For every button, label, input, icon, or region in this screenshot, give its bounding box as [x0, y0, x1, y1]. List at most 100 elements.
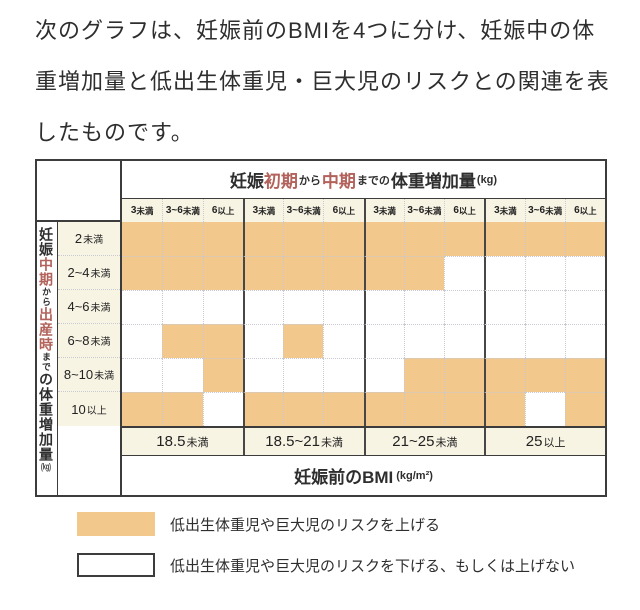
- row-label: 6~8 未満: [58, 324, 120, 358]
- subcol-label-value: 6: [332, 205, 339, 216]
- risk-cell-up: [363, 392, 404, 426]
- legend-swatch-risk-up: [77, 512, 155, 536]
- subcol-label: 3~6 未満: [524, 199, 565, 222]
- risk-cell-up: [564, 358, 605, 392]
- risk-cell-neutral: [122, 358, 163, 392]
- left-axis-title-part: の: [38, 372, 54, 387]
- left-axis-title-part: まで: [41, 352, 51, 372]
- subcol-label: 3 未満: [363, 199, 404, 222]
- risk-cell-up: [484, 392, 525, 426]
- risk-cell-up: [283, 324, 324, 358]
- risk-cell-neutral: [242, 358, 283, 392]
- risk-cell-up: [363, 256, 404, 290]
- risk-cell-up: [444, 392, 485, 426]
- subcol-label-suffix: 以上: [579, 205, 597, 216]
- row-label-suffix: 未満: [90, 269, 111, 280]
- risk-cell-up: [122, 222, 163, 256]
- risk-cell-neutral: [403, 290, 444, 324]
- subcol-label-suffix: 未満: [182, 205, 200, 216]
- risk-cell-up: [403, 256, 444, 290]
- bmi-group-value: 18.5: [156, 433, 186, 450]
- risk-cell-neutral: [162, 358, 203, 392]
- row-label-value: 6~8: [67, 333, 90, 348]
- risk-cell-neutral: [484, 290, 525, 324]
- subcol-label-value: 3: [494, 205, 500, 216]
- row-label-value: 8~10: [63, 367, 94, 382]
- subcol-label: 3 未満: [484, 199, 524, 222]
- top-axis-subcolumns: 3 未満 3~6 未満 6 以上 3 未満 3~6 未満 6 以上 3 未満 3~6 未満 6 以上 3 未満 3~6 未…: [122, 199, 605, 224]
- row-label: 2~4 未満: [58, 256, 120, 290]
- risk-cell-neutral: [202, 290, 243, 324]
- row-label-suffix: 未満: [90, 303, 111, 314]
- subcol-label: 6 以上: [323, 199, 363, 222]
- risk-cell-up: [403, 392, 444, 426]
- top-axis-title-part: (kg): [476, 173, 498, 186]
- subcol-label-suffix: 以上: [458, 205, 476, 216]
- subcol-label-suffix: 未満: [545, 205, 563, 216]
- row-label-value: 2: [74, 231, 83, 246]
- risk-cell-up: [202, 324, 243, 358]
- bmi-group-value: 21~25: [392, 433, 435, 450]
- subcol-label-suffix: 未満: [499, 205, 517, 216]
- row-label-value: 10: [71, 401, 86, 417]
- row-label-value: 2~4: [67, 265, 90, 280]
- risk-cell-neutral: [524, 392, 565, 426]
- risk-cell-neutral: [564, 290, 605, 324]
- subcol-label: 3 未満: [122, 199, 162, 222]
- risk-cell-up: [202, 358, 243, 392]
- subcol-label-suffix: 未満: [303, 205, 321, 216]
- top-axis-title-part: から: [298, 174, 321, 187]
- subcol-label-suffix: 以上: [217, 205, 235, 216]
- risk-cell-up: [162, 256, 203, 290]
- subcol-label: 3 未満: [242, 199, 283, 222]
- risk-grid: [122, 222, 605, 426]
- bmi-group-suffix: 未満: [186, 436, 209, 449]
- subcol-label-suffix: 未満: [378, 205, 396, 216]
- intro-line-1: 次のグラフは、妊娠前のBMIを4つに分け、妊娠中の体: [35, 18, 596, 43]
- risk-cell-neutral: [524, 290, 565, 324]
- risk-cell-up: [283, 222, 324, 256]
- risk-cell-up: [403, 358, 444, 392]
- risk-cell-neutral: [564, 256, 605, 290]
- risk-cell-neutral: [122, 290, 163, 324]
- risk-cell-neutral: [524, 324, 565, 358]
- subcol-label-value: 3~6: [286, 205, 304, 216]
- risk-cell-up: [403, 222, 444, 256]
- subcol-label: 3~6 未満: [162, 199, 202, 222]
- legend-label: 低出生体重児や巨大児のリスクを下げる、もしくは上げない: [170, 557, 576, 575]
- legend-label: 低出生体重児や巨大児のリスクを上げる: [170, 516, 441, 534]
- top-axis-title-part: 中期: [321, 172, 356, 191]
- top-axis-title: 妊娠 初期 から 中期 までの 体重増加量 (kg): [122, 161, 605, 199]
- row-label: 2 未満: [58, 222, 120, 256]
- risk-cell-neutral: [323, 358, 364, 392]
- risk-cell-up: [444, 358, 485, 392]
- bmi-group-label: 25 以上: [484, 428, 605, 455]
- bmi-group-label: 21~25 未満: [363, 428, 485, 455]
- legend-swatch-risk-neutral: [77, 553, 155, 577]
- legend-item: 低出生体重児や巨大児のリスクを下げる、もしくは上げない: [77, 553, 575, 577]
- bmi-group-label: 18.5 未満: [122, 428, 243, 455]
- risk-cell-up: [283, 256, 324, 290]
- subcol-label: 3~6 未満: [283, 199, 323, 222]
- risk-cell-up: [564, 392, 605, 426]
- risk-cell-up: [524, 222, 565, 256]
- subcol-label-suffix: 未満: [258, 205, 276, 216]
- risk-cell-up: [363, 222, 404, 256]
- risk-cell-neutral: [444, 324, 485, 358]
- subcol-label-value: 3: [130, 205, 137, 216]
- risk-cell-up: [323, 392, 364, 426]
- legend: 低出生体重児や巨大児のリスクを上げる低出生体重児や巨大児のリスクを下げる、もしく…: [77, 512, 575, 594]
- risk-cell-up: [162, 222, 203, 256]
- row-label-suffix: 未満: [83, 235, 104, 246]
- risk-cell-up: [283, 392, 324, 426]
- risk-cell-up: [484, 222, 525, 256]
- subcol-label: 6 以上: [564, 199, 605, 222]
- row-label: 10 以上: [58, 392, 120, 426]
- risk-cell-neutral: [484, 324, 525, 358]
- left-axis-title-part: 中期: [38, 257, 54, 287]
- risk-cell-up: [162, 392, 203, 426]
- risk-cell-neutral: [323, 290, 364, 324]
- risk-cell-up: [444, 222, 485, 256]
- row-labels: 2 未満 2~4 未満 4~6 未満 6~8 未満 8~10 未満 10 以上: [58, 222, 122, 426]
